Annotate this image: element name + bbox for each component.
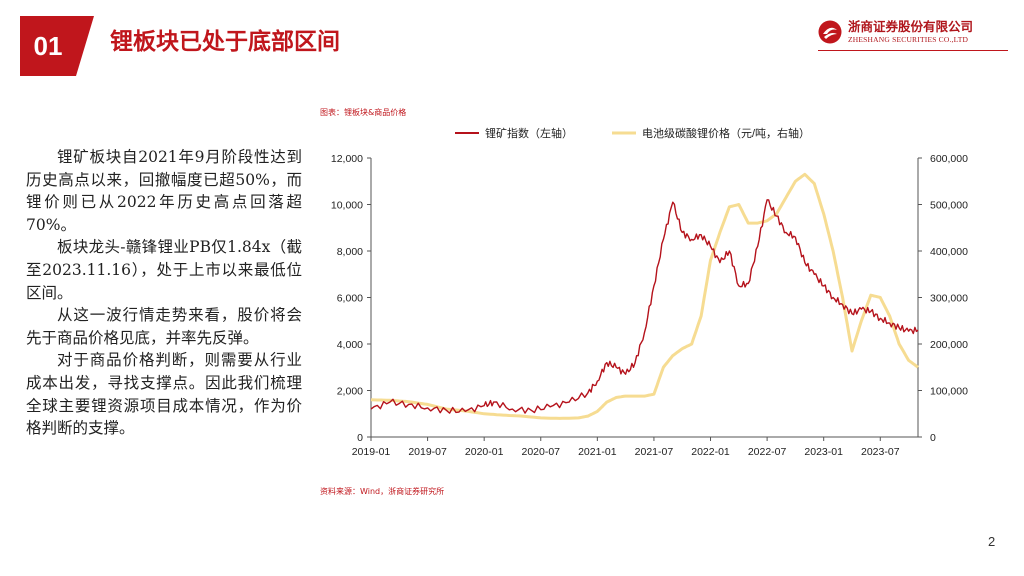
x-tick-label: 2022-07: [748, 446, 787, 458]
series-line-lithium-carbonate-price: [370, 172, 919, 420]
x-tick-label: 2019-07: [408, 446, 447, 458]
body-text: 锂矿板块自2021年9月阶段性达到历史高点以来，回撤幅度已超50%，而锂价则已从…: [26, 146, 302, 440]
x-tick-label: 2023-01: [804, 446, 843, 458]
header-divider: [818, 50, 1008, 51]
y-right-tick-label: 600,000: [930, 153, 968, 165]
y-right-tick-label: 300,000: [930, 293, 968, 305]
x-tick-label: 2022-01: [691, 446, 730, 458]
page-number: 2: [988, 534, 996, 549]
series-line-lithium-index: [370, 199, 919, 414]
y-left-tick-label: 6,000: [337, 293, 363, 305]
company-name-en: ZHESHANG SECURITIES CO.,LTD: [848, 35, 969, 44]
x-tick-label: 2020-07: [521, 446, 560, 458]
y-left-tick-label: 0: [357, 432, 363, 444]
paragraph: 对于商品价格判断，则需要从行业成本出发，寻找支撑点。因此我们梳理全球主要锂资源项…: [26, 351, 302, 438]
y-left-tick-label: 2,000: [337, 386, 363, 398]
legend-label: 锂矿指数（左轴）: [485, 126, 573, 140]
y-left-tick-label: 4,000: [337, 339, 363, 351]
x-tick-label: 2020-01: [465, 446, 504, 458]
lithium-chart: 0 2,000 4,000 6,000 8,000 10,000 12,000 0 100,00…: [331, 126, 968, 458]
paragraph: 从这一波行情走势来看，股价将会先于商品价格见底，并率先反弹。: [26, 306, 302, 347]
y-left-tick-label: 12,000: [331, 153, 363, 165]
x-tick-label: 2021-01: [578, 446, 617, 458]
chart-caption: 图表：锂板块&商品价格: [320, 108, 407, 117]
y-right-tick-label: 0: [930, 432, 936, 444]
x-tick-label: 2019-01: [352, 446, 391, 458]
section-number-badge: 01: [20, 16, 94, 76]
paragraph: 锂矿板块自2021年9月阶段性达到历史高点以来，回撤幅度已超50%，而锂价则已从…: [26, 148, 302, 234]
y-right-tick-label: 200,000: [930, 339, 968, 351]
x-tick-label: 2023-07: [861, 446, 900, 458]
x-tick-label: 2021-07: [635, 446, 674, 458]
chart-source: 资料来源：Wind，浙商证券研究所: [320, 487, 445, 496]
paragraph: 板块龙头-赣锋锂业PB仅1.84x（截至2023.11.16），处于上市以来最低…: [26, 238, 302, 302]
company-logo: 浙商证券股份有限公司 ZHESHANG SECURITIES CO.,LTD: [818, 16, 1008, 50]
y-right-tick-label: 400,000: [930, 246, 968, 258]
legend-label: 电池级碳酸锂价格（元/吨，右轴）: [642, 126, 810, 140]
y-right-tick-label: 100,000: [930, 386, 968, 398]
y-left-tick-label: 10,000: [331, 200, 363, 212]
company-name-cn: 浙商证券股份有限公司: [848, 19, 974, 34]
logo-mark-icon: [818, 20, 842, 44]
y-right-tick-label: 500,000: [930, 200, 968, 212]
slide-title: 锂板块已处于底部区间: [110, 29, 340, 55]
y-left-tick-label: 8,000: [337, 246, 363, 258]
